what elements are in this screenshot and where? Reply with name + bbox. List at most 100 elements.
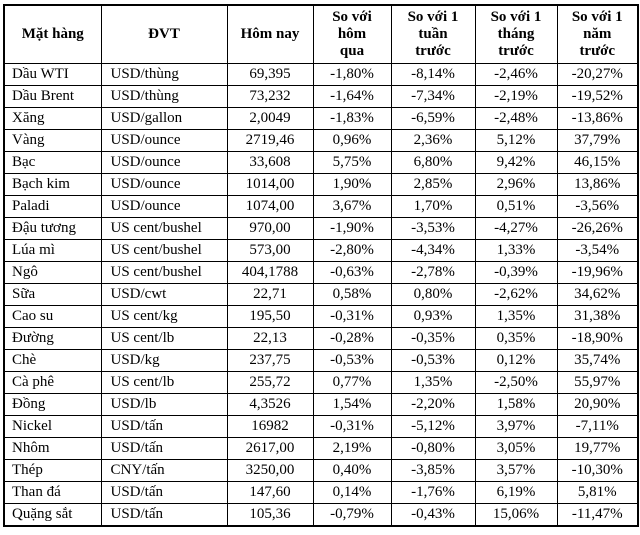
cell-unit: CNY/tấn [100,459,228,482]
cell-today: 255,72 [226,371,314,394]
cell-vs-1-week: -7,34% [390,85,476,108]
cell-vs-1-week: 0,80% [390,283,476,306]
cell-vs-1-month: -0,39% [474,261,558,284]
cell-vs-yesterday: -1,90% [312,217,392,240]
cell-vs-1-week: 2,36% [390,129,476,152]
cell-vs-1-week: 1,70% [390,195,476,218]
cell-vs-yesterday: -0,31% [312,305,392,328]
table-row: Cao su US cent/kg 195,50 -0,31% 0,93% 1,35% 31… [3,305,639,328]
cell-vs-1-year: 19,77% [556,437,639,460]
cell-vs-1-year: -3,56% [556,195,639,218]
cell-unit: USD/ounce [100,195,228,218]
cell-vs-yesterday: -0,53% [312,349,392,372]
cell-vs-yesterday: -1,64% [312,85,392,108]
cell-vs-1-week: -2,78% [390,261,476,284]
table-row: Sữa USD/cwt 22,71 0,58% 0,80% -2,62% 34,62% [3,283,639,306]
table-row: Đồng USD/lb 4,3526 1,54% -2,20% 1,58% 20,90% [3,393,639,416]
header-row: Mặt hàng ĐVT Hôm nay So với hôm qua So với 1… [3,4,639,64]
cell-vs-1-month: -2,50% [474,371,558,394]
table-row: Nhôm USD/tấn 2617,00 2,19% -0,80% 3,05% 19,77% [3,437,639,460]
cell-vs-1-month: 5,12% [474,129,558,152]
column-header-vs-1-month: So với 1 tháng trước [474,4,558,64]
cell-unit: USD/gallon [100,107,228,130]
cell-vs-1-month: -2,46% [474,63,558,86]
cell-vs-1-month: 1,33% [474,239,558,262]
cell-vs-1-week: -6,59% [390,107,476,130]
cell-vs-1-month: 0,35% [474,327,558,350]
cell-item: Quặng sắt [3,503,102,527]
table-row: Đậu tương US cent/bushel 970,00 -1,90% -3,53… [3,217,639,240]
cell-item: Cà phê [3,371,102,394]
column-header-vs-yesterday: So với hôm qua [312,4,392,64]
cell-vs-1-month: 0,51% [474,195,558,218]
cell-vs-1-week: -1,76% [390,481,476,504]
cell-item: Nickel [3,415,102,438]
cell-vs-1-week: -3,53% [390,217,476,240]
cell-vs-1-year: 55,97% [556,371,639,394]
cell-unit: USD/thùng [100,85,228,108]
cell-vs-yesterday: 5,75% [312,151,392,174]
cell-item: Đậu tương [3,217,102,240]
cell-item: Ngô [3,261,102,284]
cell-vs-yesterday: -1,80% [312,63,392,86]
cell-item: Bạc [3,151,102,174]
cell-unit: USD/cwt [100,283,228,306]
cell-vs-yesterday: -0,63% [312,261,392,284]
cell-today: 4,3526 [226,393,314,416]
cell-vs-1-month: 2,96% [474,173,558,196]
cell-vs-1-year: 13,86% [556,173,639,196]
column-header-vs-1-week: So với 1 tuần trước [390,4,476,64]
table-row: Cà phê US cent/lb 255,72 0,77% 1,35% -2,50% 55… [3,371,639,394]
column-header-unit: ĐVT [100,4,228,64]
table-row: Quặng sắt USD/tấn 105,36 -0,79% -0,43% 15,06%… [3,503,639,527]
cell-vs-1-year: -20,27% [556,63,639,86]
cell-item: Dầu WTI [3,63,102,86]
cell-vs-1-week: 6,80% [390,151,476,174]
table-row: Bạch kim USD/ounce 1014,00 1,90% 2,85% 2,96% 1… [3,173,639,196]
cell-unit: US cent/lb [100,327,228,350]
cell-today: 573,00 [226,239,314,262]
cell-today: 3250,00 [226,459,314,482]
cell-vs-1-year: -3,54% [556,239,639,262]
cell-vs-yesterday: 3,67% [312,195,392,218]
table-body: Dầu WTI USD/thùng 69,395 -1,80% -8,14% -2,46%… [3,63,639,527]
cell-today: 105,36 [226,503,314,527]
table-row: Thép CNY/tấn 3250,00 0,40% -3,85% 3,57% -10,30… [3,459,639,482]
cell-unit: USD/ounce [100,129,228,152]
cell-unit: USD/thùng [100,63,228,86]
table-row: Dầu Brent USD/thùng 73,232 -1,64% -7,34% -2,1… [3,85,639,108]
cell-today: 147,60 [226,481,314,504]
cell-vs-1-month: -2,19% [474,85,558,108]
cell-vs-yesterday: -0,79% [312,503,392,527]
cell-vs-1-year: 35,74% [556,349,639,372]
cell-item: Cao su [3,305,102,328]
table-row: Paladi USD/ounce 1074,00 3,67% 1,70% 0,51% -3,… [3,195,639,218]
cell-vs-yesterday: 1,54% [312,393,392,416]
cell-today: 73,232 [226,85,314,108]
cell-vs-1-week: -0,35% [390,327,476,350]
cell-vs-yesterday: -2,80% [312,239,392,262]
cell-today: 22,13 [226,327,314,350]
cell-item: Lúa mì [3,239,102,262]
table-row: Đường US cent/lb 22,13 -0,28% -0,35% 0,35% -18… [3,327,639,350]
cell-vs-1-month: 6,19% [474,481,558,504]
cell-vs-1-week: -0,53% [390,349,476,372]
cell-vs-1-year: -13,86% [556,107,639,130]
cell-vs-yesterday: 0,40% [312,459,392,482]
cell-vs-1-year: 20,90% [556,393,639,416]
cell-vs-yesterday: -0,28% [312,327,392,350]
cell-item: Đồng [3,393,102,416]
cell-vs-1-month: 15,06% [474,503,558,527]
cell-today: 1074,00 [226,195,314,218]
cell-vs-1-year: -26,26% [556,217,639,240]
table-row: Ngô US cent/bushel 404,1788 -0,63% -2,78% -0,… [3,261,639,284]
cell-unit: USD/tấn [100,437,228,460]
column-header-vs-1-year: So với 1 năm trước [556,4,639,64]
cell-vs-1-month: 0,12% [474,349,558,372]
cell-today: 33,608 [226,151,314,174]
cell-today: 195,50 [226,305,314,328]
cell-today: 2,0049 [226,107,314,130]
cell-item: Dầu Brent [3,85,102,108]
table-row: Lúa mì US cent/bushel 573,00 -2,80% -4,34% 1,… [3,239,639,262]
cell-vs-1-week: -0,43% [390,503,476,527]
